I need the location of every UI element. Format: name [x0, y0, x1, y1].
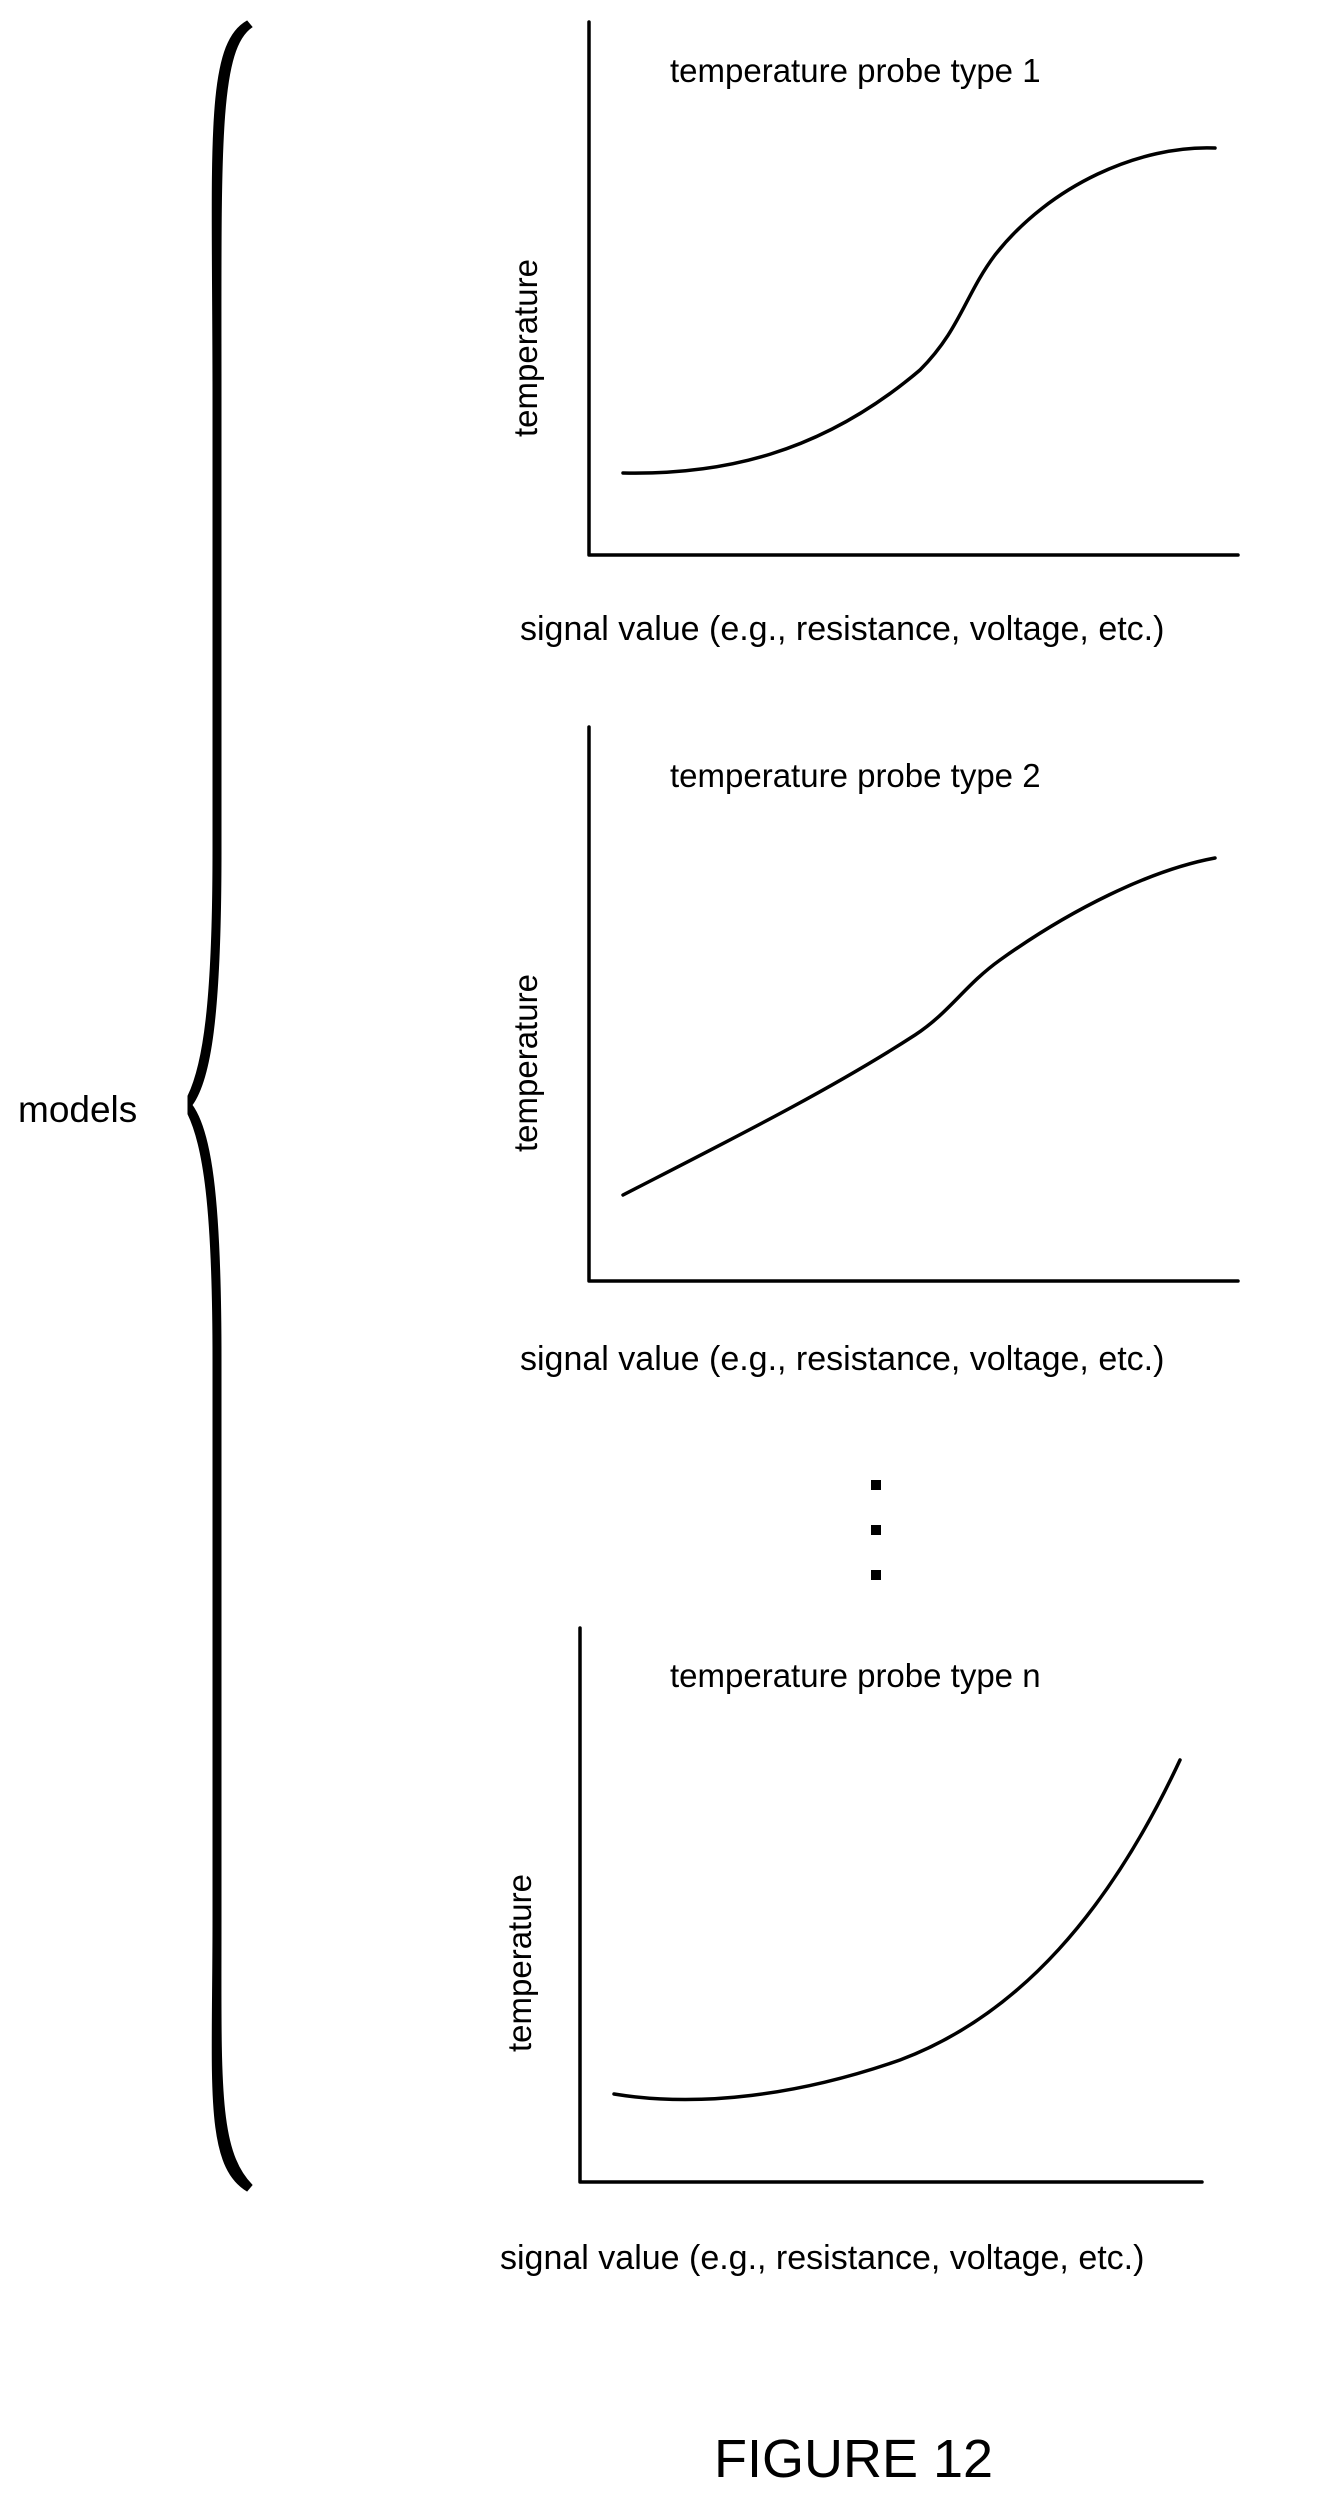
graph-1-ylabel: temperature — [507, 259, 544, 437]
models-label: models — [18, 1089, 137, 1130]
graph-n-title: temperature probe type n — [670, 1657, 1041, 1694]
models-curly-brace — [187, 20, 253, 2192]
graph-1-curve — [621, 146, 1217, 475]
graph-n-xlabel: signal value (e.g., resistance, voltage,… — [500, 2239, 1144, 2277]
ellipsis-dot — [871, 1525, 881, 1535]
graph-1-xlabel: signal value (e.g., resistance, voltage,… — [520, 610, 1164, 648]
graph-2-ylabel: temperature — [507, 974, 544, 1152]
graph-2-curve — [621, 856, 1217, 1197]
graph-2-xlabel: signal value (e.g., resistance, voltage,… — [520, 1340, 1164, 1378]
ellipsis-dot — [871, 1480, 881, 1490]
graph-n-axes — [578, 1626, 1204, 2184]
graph-n-ylabel: temperature — [501, 1874, 538, 2052]
graph-2-axes — [587, 725, 1240, 1283]
graph-probe-type-n: temperature probe type n temperature sig… — [500, 1626, 1204, 2277]
ellipsis-dots — [871, 1480, 881, 1580]
graph-2-title: temperature probe type 2 — [670, 757, 1041, 794]
graph-probe-type-1: temperature probe type 1 temperature sig… — [507, 20, 1240, 648]
graph-n-curve — [612, 1758, 1182, 2102]
figure-label: FIGURE 12 — [714, 2429, 993, 2489]
graph-1-title: temperature probe type 1 — [670, 52, 1041, 89]
graph-1-axes — [587, 20, 1240, 557]
ellipsis-dot — [871, 1570, 881, 1580]
graph-probe-type-2: temperature probe type 2 temperature sig… — [507, 725, 1240, 1378]
